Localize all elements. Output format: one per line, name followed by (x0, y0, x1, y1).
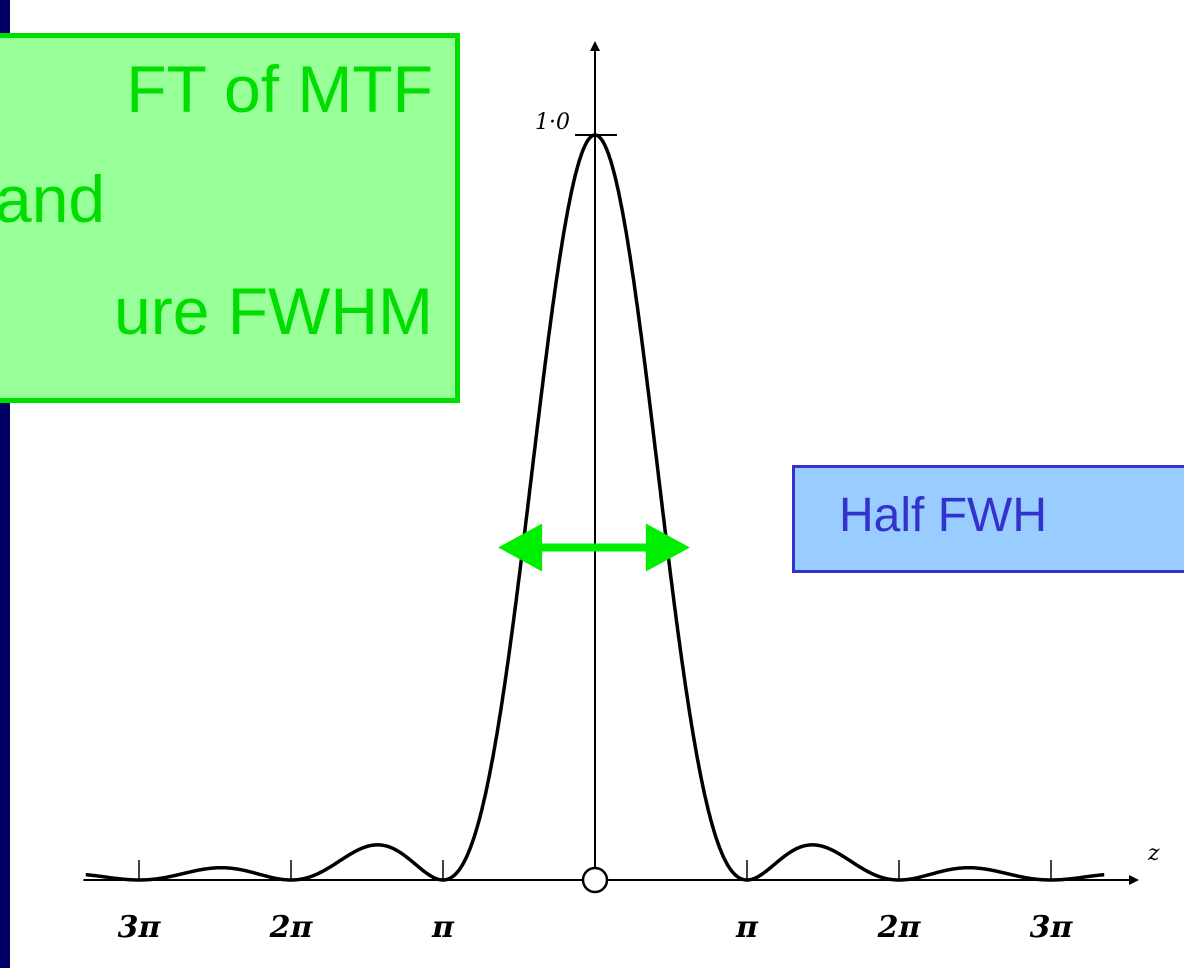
x-tick-label-0: 3π (118, 910, 162, 945)
annotation-half-fwhm-text: Half FWH (839, 489, 1047, 542)
x-tick-label-4: 2π (877, 910, 922, 945)
fwhm-arrow-head-left (498, 523, 543, 572)
annotation-line-3: ure FWHM (114, 274, 433, 348)
x-tick-label-3: π (735, 910, 759, 945)
x-tick-label-1: 2π (269, 910, 314, 945)
fwhm-arrow-head-right (645, 523, 690, 572)
annotation-box-ft-mtf: FT of MTF and ure FWHM (0, 33, 460, 403)
annotation-line-2: and (0, 162, 106, 236)
y-tick-label-peak: 1·0 (535, 110, 570, 135)
x-tick-label-2: π (431, 910, 455, 945)
annotation-box-half-fwhm: Half FWH (792, 465, 1184, 573)
x-axis-name: z (1147, 841, 1160, 866)
annotation-line-1: FT of MTF (126, 52, 433, 126)
x-tick-label-5: 3π (1030, 910, 1074, 945)
origin-marker (581, 866, 609, 894)
